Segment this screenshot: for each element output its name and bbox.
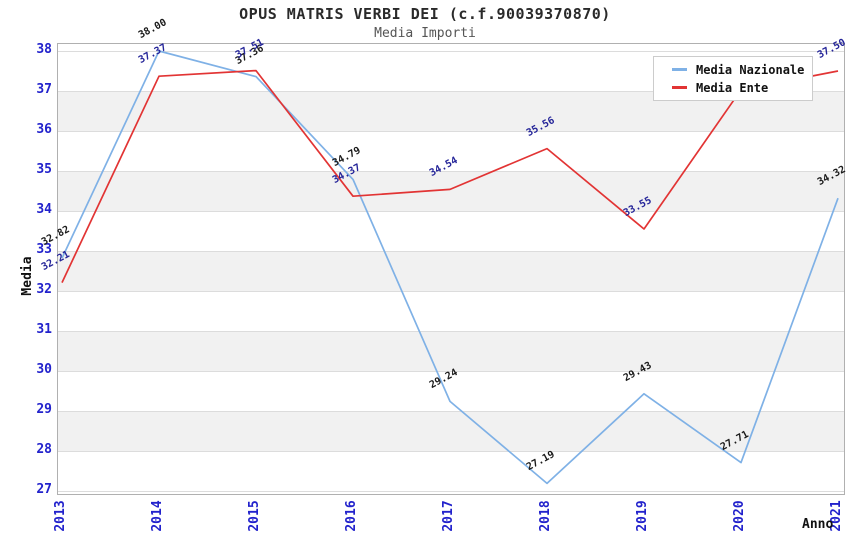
- gridline: [58, 251, 844, 252]
- x-tick-label: 2017: [441, 500, 456, 532]
- legend-line-swatch-media-ente: [672, 86, 687, 89]
- y-tick-label: 28: [36, 442, 52, 457]
- y-tick-label: 34: [36, 202, 52, 217]
- gridline: [58, 211, 844, 212]
- x-tick-label: 2019: [635, 500, 650, 532]
- gridline: [58, 291, 844, 292]
- x-tick-label: 2013: [53, 500, 68, 532]
- y-tick-label: 27: [36, 482, 52, 497]
- y-tick-label: 29: [36, 402, 52, 417]
- gridline: [58, 411, 844, 412]
- legend-label: Media Nazionale: [696, 62, 805, 77]
- plot-band: [58, 251, 844, 291]
- legend-item-media-nazionale: Media Nazionale: [672, 63, 812, 77]
- x-axis-title: Anno: [802, 517, 834, 532]
- y-tick-label: 32: [36, 282, 52, 297]
- x-tick-label: 2020: [732, 500, 747, 532]
- plot-area: [57, 43, 845, 495]
- y-tick-label: 30: [36, 362, 52, 377]
- gridline: [58, 171, 844, 172]
- y-tick-label: 38: [36, 42, 52, 57]
- legend-line-swatch-media-nazionale: [672, 68, 687, 71]
- gridline: [58, 371, 844, 372]
- plot-band: [58, 331, 844, 371]
- x-tick-label: 2014: [150, 500, 165, 532]
- x-tick-label: 2015: [247, 500, 262, 532]
- chart-title: OPUS MATRIS VERBI DEI (c.f.90039370870): [239, 5, 611, 23]
- gridline: [58, 451, 844, 452]
- gridline: [58, 331, 844, 332]
- y-tick-label: 31: [36, 322, 52, 337]
- legend: Media Nazionale Media Ente: [653, 56, 813, 101]
- gridline: [58, 131, 844, 132]
- legend-item-media-ente: Media Ente: [672, 81, 812, 95]
- series-line-media-ente: [61, 69, 839, 283]
- gridline: [58, 491, 844, 492]
- x-tick-label: 2018: [538, 500, 553, 532]
- plot-band: [58, 411, 844, 451]
- series-line-media-nazionale: [61, 50, 839, 485]
- legend-label: Media Ente: [696, 80, 769, 95]
- chart-subtitle: Media Importi: [374, 26, 476, 41]
- plot-band: [58, 171, 844, 211]
- gridline: [58, 91, 844, 92]
- y-tick-label: 37: [36, 82, 52, 97]
- gridline: [58, 51, 844, 52]
- y-tick-label: 36: [36, 122, 52, 137]
- x-tick-label: 2016: [344, 500, 359, 532]
- y-tick-label: 33: [36, 242, 52, 257]
- y-tick-label: 35: [36, 162, 52, 177]
